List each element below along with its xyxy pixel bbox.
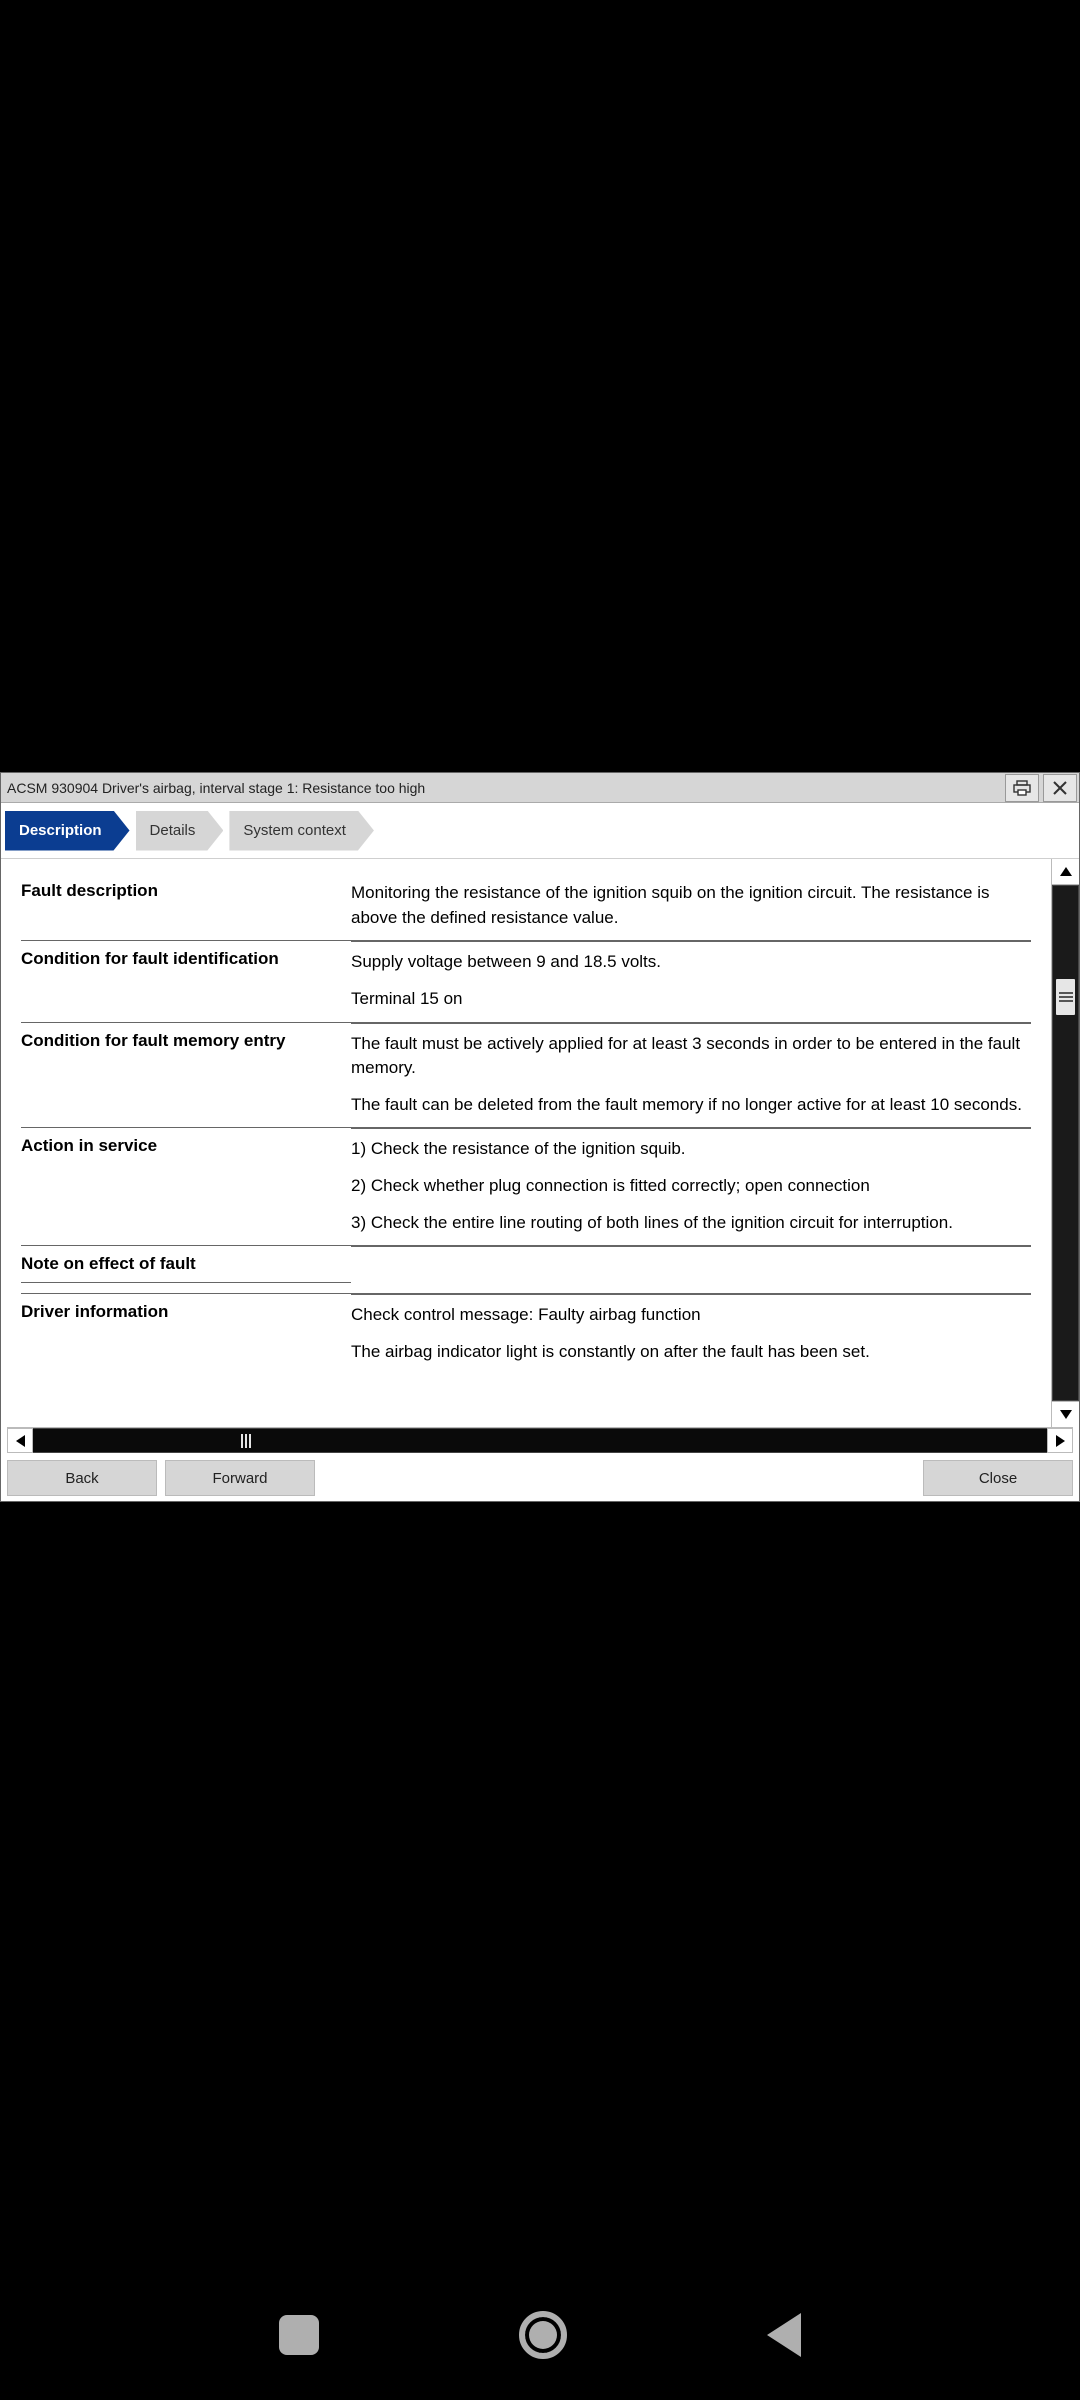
section-paragraph: The fault can be deleted from the fault …: [351, 1093, 1031, 1118]
section-paragraph: 1) Check the resistance of the ignition …: [351, 1137, 1031, 1162]
section-row: Note on effect of fault: [21, 1245, 1031, 1293]
section-paragraph: The fault must be actively applied for a…: [351, 1032, 1031, 1081]
vertical-scrollbar[interactable]: [1051, 859, 1079, 1427]
vscroll-track[interactable]: [1052, 885, 1079, 1401]
horizontal-scrollbar[interactable]: [7, 1427, 1073, 1453]
tab-label: Description: [19, 822, 102, 839]
section-paragraph: The airbag indicator light is constantly…: [351, 1340, 1031, 1365]
vscroll-thumb[interactable]: [1056, 979, 1075, 1015]
hscroll-thumb[interactable]: [33, 1431, 459, 1450]
close-icon: [1052, 780, 1068, 796]
titlebar: ACSM 930904 Driver's airbag, interval st…: [1, 773, 1079, 803]
button-label: Close: [979, 1470, 1017, 1487]
section-body: Supply voltage between 9 and 18.5 volts.…: [351, 941, 1031, 1011]
section-paragraph: 3) Check the entire line routing of both…: [351, 1211, 1031, 1236]
close-window-button[interactable]: [1043, 774, 1077, 802]
tab-description[interactable]: Description: [5, 811, 130, 851]
chevron-down-icon: [1060, 1410, 1072, 1419]
content-area: Fault descriptionMonitoring the resistan…: [1, 859, 1079, 1427]
section-body: [351, 1246, 1031, 1283]
section-body: The fault must be actively applied for a…: [351, 1023, 1031, 1118]
section-label: Fault description: [21, 881, 351, 930]
section-label: Condition for fault identification: [21, 949, 351, 1011]
section-row: Action in service1) Check the resistance…: [21, 1127, 1031, 1245]
android-nav-bar: [0, 2290, 1080, 2380]
section-body: 1) Check the resistance of the ignition …: [351, 1128, 1031, 1235]
section-paragraph: Terminal 15 on: [351, 987, 1031, 1012]
content-scroll[interactable]: Fault descriptionMonitoring the resistan…: [1, 859, 1051, 1427]
chevron-left-icon: [16, 1435, 25, 1447]
android-home-button[interactable]: [519, 2311, 567, 2359]
section-label: Action in service: [21, 1136, 351, 1235]
tabs-row: Description Details System context: [1, 803, 1079, 859]
close-button[interactable]: Close: [923, 1460, 1073, 1496]
footer-row: Back Forward Close: [1, 1457, 1079, 1501]
scroll-right-button[interactable]: [1047, 1428, 1073, 1453]
section-body: Monitoring the resistance of the ignitio…: [351, 881, 1031, 930]
section-row: Driver informationCheck control message:…: [21, 1293, 1031, 1374]
section-paragraph: 2) Check whether plug connection is fitt…: [351, 1174, 1031, 1199]
diagnostic-window: ACSM 930904 Driver's airbag, interval st…: [0, 772, 1080, 1502]
print-button[interactable]: [1005, 774, 1039, 802]
section-body: Check control message: Faulty airbag fun…: [351, 1294, 1031, 1364]
section-paragraph: Monitoring the resistance of the ignitio…: [351, 881, 1031, 930]
button-label: Back: [65, 1470, 98, 1487]
scroll-left-button[interactable]: [7, 1428, 33, 1453]
forward-button[interactable]: Forward: [165, 1460, 315, 1496]
tab-label: Details: [150, 822, 196, 839]
android-back-button[interactable]: [767, 2313, 801, 2357]
back-button[interactable]: Back: [7, 1460, 157, 1496]
section-label: Driver information: [21, 1302, 351, 1364]
android-recent-button[interactable]: [279, 2315, 319, 2355]
section-label: Condition for fault memory entry: [21, 1031, 351, 1118]
chevron-right-icon: [1056, 1435, 1065, 1447]
section-label: Note on effect of fault: [21, 1254, 351, 1283]
tab-details[interactable]: Details: [136, 811, 224, 851]
section-paragraph: Check control message: Faulty airbag fun…: [351, 1303, 1031, 1328]
chevron-up-icon: [1060, 867, 1072, 876]
button-label: Forward: [212, 1470, 267, 1487]
section-row: Condition for fault memory entryThe faul…: [21, 1022, 1031, 1128]
tab-label: System context: [243, 822, 346, 839]
scroll-down-button[interactable]: [1052, 1401, 1079, 1427]
window-title: ACSM 930904 Driver's airbag, interval st…: [7, 780, 1003, 796]
print-icon: [1013, 780, 1031, 796]
section-row: Condition for fault identificationSupply…: [21, 940, 1031, 1021]
hscroll-track[interactable]: [33, 1428, 1047, 1453]
section-row: Fault descriptionMonitoring the resistan…: [21, 873, 1031, 940]
tab-system-context[interactable]: System context: [229, 811, 374, 851]
section-paragraph: Supply voltage between 9 and 18.5 volts.: [351, 950, 1031, 975]
scroll-up-button[interactable]: [1052, 859, 1079, 885]
